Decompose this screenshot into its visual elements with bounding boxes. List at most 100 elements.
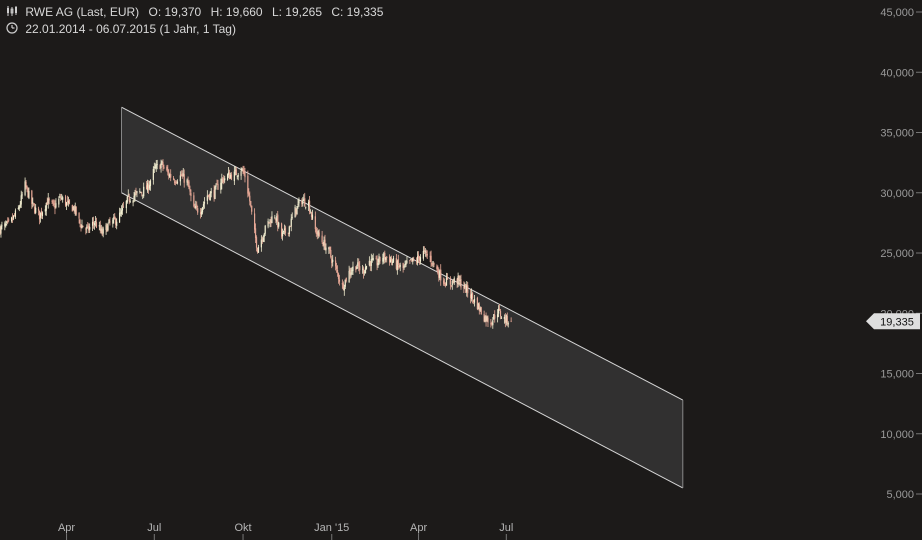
candle: [85, 227, 87, 235]
candle: [105, 222, 107, 235]
candle: [74, 202, 76, 216]
candle-body: [85, 228, 87, 230]
candle: [200, 208, 203, 217]
candle: [145, 180, 148, 190]
candle: [12, 215, 15, 221]
candle: [19, 201, 21, 209]
candle: [450, 285, 452, 288]
candle: [378, 253, 380, 266]
candle: [128, 193, 130, 205]
candle-body: [375, 258, 377, 260]
candle-body: [403, 266, 405, 268]
candle-body: [429, 256, 431, 258]
candle-body: [410, 259, 412, 260]
candle: [411, 258, 413, 263]
candle: [40, 207, 43, 219]
candle: [351, 266, 353, 275]
candle: [4, 221, 6, 231]
candle: [170, 169, 172, 182]
candle: [100, 224, 102, 234]
candle-body: [397, 259, 399, 265]
candle: [335, 262, 338, 273]
candle-body: [89, 227, 91, 230]
candle-body: [345, 277, 347, 282]
candle-body: [335, 266, 338, 269]
candle-body: [222, 177, 224, 179]
candle: [275, 217, 277, 224]
candle-body: [166, 166, 168, 171]
candle: [296, 205, 298, 215]
candle-body: [197, 208, 199, 213]
candle-body: [356, 267, 358, 270]
candle-body: [154, 167, 156, 168]
candle: [129, 198, 131, 204]
candle-body: [430, 255, 432, 263]
candle-body: [237, 174, 239, 177]
candle-body: [369, 261, 371, 267]
candle-body: [194, 206, 196, 209]
candle: [270, 216, 272, 227]
candle: [308, 199, 310, 211]
candle-body: [7, 220, 9, 222]
candle: [169, 173, 171, 178]
candle: [188, 179, 190, 190]
candle-body: [473, 298, 476, 303]
candle-body: [33, 203, 35, 205]
candle: [1, 221, 3, 230]
candle: [224, 175, 226, 184]
candle: [18, 205, 20, 212]
candle: [34, 203, 36, 215]
candle-body: [44, 209, 46, 212]
candle-body: [308, 200, 311, 212]
candle: [440, 264, 442, 286]
candle: [134, 189, 136, 202]
candle-body: [106, 225, 108, 232]
candle-body: [264, 225, 266, 234]
candle: [235, 166, 237, 176]
candle: [94, 215, 97, 227]
candle: [263, 232, 265, 243]
candle-body: [65, 202, 68, 206]
candle: [284, 225, 287, 236]
candle-body: [359, 266, 361, 271]
candle: [230, 172, 233, 181]
candle: [397, 254, 399, 270]
candle: [135, 187, 137, 196]
candle-body: [206, 195, 208, 201]
candle-body: [477, 303, 479, 310]
candle: [112, 217, 114, 228]
candle: [362, 264, 364, 274]
candle-body: [168, 172, 170, 177]
candle: [274, 214, 276, 220]
candle: [31, 189, 33, 209]
candle-body: [309, 212, 312, 214]
candle-body: [398, 265, 400, 268]
candle: [92, 216, 95, 229]
candle: [181, 170, 183, 179]
candle-body: [125, 200, 127, 209]
candle-body: [504, 318, 506, 323]
candle: [88, 223, 90, 234]
candle: [242, 165, 244, 175]
candle: [500, 316, 503, 319]
candle-body: [8, 219, 10, 221]
candle-body: [175, 181, 178, 183]
candle: [457, 272, 459, 288]
date-range: 22.01.2014 - 06.07.2015 (1 Jahr, 1 Tag): [6, 22, 242, 36]
candle-body: [261, 239, 263, 241]
candle: [287, 232, 289, 237]
candle-body: [143, 186, 145, 197]
candle-body: [6, 221, 8, 223]
candle-body: [443, 280, 445, 284]
candle-body: [467, 285, 469, 294]
candle-body: [316, 232, 318, 235]
candle-body: [298, 200, 300, 204]
candle-body: [51, 200, 53, 202]
candle: [167, 164, 169, 176]
x-tick-label: Jul: [147, 522, 161, 534]
candle-body: [500, 317, 503, 319]
candle: [229, 172, 232, 180]
candle: [223, 174, 225, 185]
candle: [21, 191, 23, 200]
